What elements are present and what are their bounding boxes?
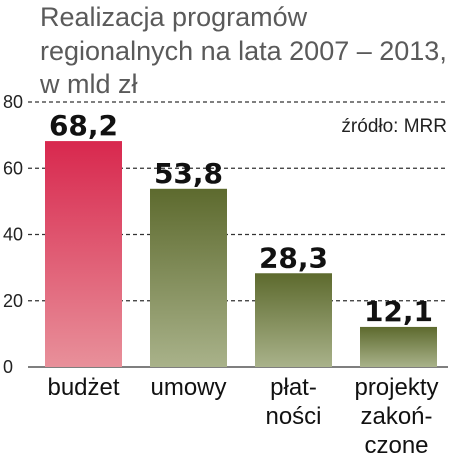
bars [45, 141, 437, 367]
category-label-3-line-2: ności [265, 403, 321, 430]
bar-1 [45, 141, 122, 367]
bar-2 [150, 188, 227, 367]
category-label-2-line-1: umowy [150, 374, 226, 401]
category-label-4-line-3: czone [364, 432, 428, 459]
y-tick-label-20: 20 [3, 291, 23, 311]
source-label: źródło: MRR [341, 116, 447, 137]
value-labels: 68,2 53,8 28,3 12,1 [49, 109, 433, 328]
value-label-1: 68,2 [49, 109, 118, 142]
category-label-1-line-1: budżet [47, 374, 119, 401]
chart-title: Realizacja programów regionalnych na lat… [39, 2, 447, 99]
y-axis-ticks: 0 20 40 60 80 [3, 92, 23, 377]
y-tick-label-0: 0 [3, 357, 13, 377]
value-label-4: 12,1 [364, 295, 433, 328]
value-label-2: 53,8 [154, 157, 223, 190]
category-label-4-line-1: projekty [354, 374, 438, 401]
y-tick-label-80: 80 [3, 92, 23, 112]
title-line-2: regionalnych na lata 2007 – 2013, [40, 36, 447, 66]
title-line-3: w mld zł [39, 69, 138, 99]
title-line-1: Realizacja programów [40, 2, 308, 32]
category-label-3-line-1: płat- [270, 374, 317, 401]
y-tick-label-60: 60 [3, 158, 23, 178]
bar-3 [255, 273, 332, 367]
y-tick-label-40: 40 [3, 225, 23, 245]
bar-4 [360, 326, 437, 367]
category-label-4-line-2: zakoń- [360, 403, 432, 430]
value-label-3: 28,3 [259, 241, 328, 274]
